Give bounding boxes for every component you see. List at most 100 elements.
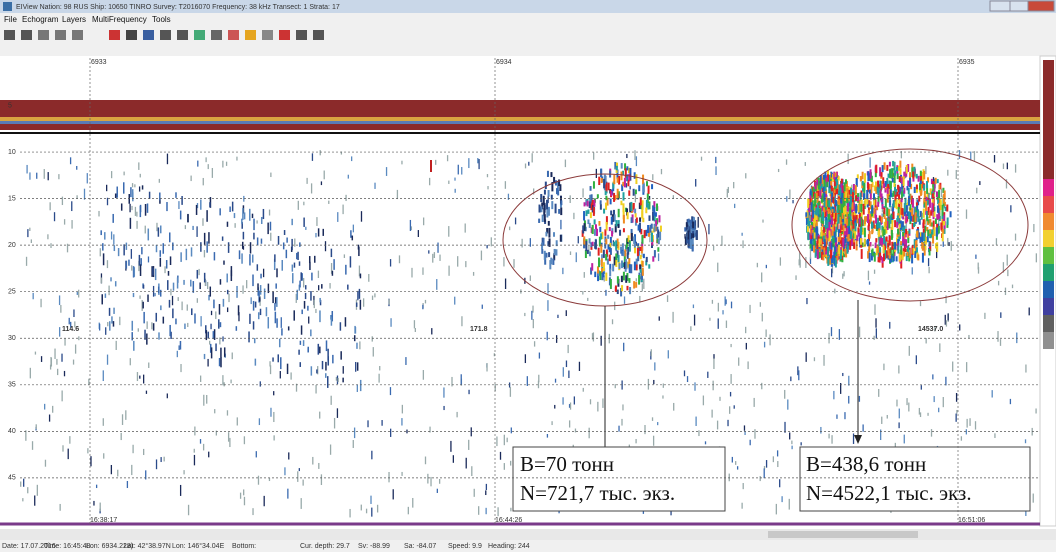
echo-trace bbox=[316, 369, 318, 373]
toolbar-button[interactable] bbox=[72, 30, 83, 40]
echo-trace bbox=[130, 218, 132, 229]
echo-trace bbox=[956, 393, 957, 402]
echo-trace bbox=[621, 419, 622, 426]
menu-item[interactable]: Echogram bbox=[22, 15, 59, 24]
echo-trace bbox=[207, 359, 208, 367]
echo-trace bbox=[593, 207, 595, 216]
echo-trace bbox=[823, 355, 824, 366]
echo-trace bbox=[190, 280, 192, 287]
scroll-thumb[interactable] bbox=[768, 531, 918, 538]
toolbar-button[interactable] bbox=[211, 30, 222, 40]
echo-trace bbox=[907, 211, 909, 216]
echo-trace bbox=[615, 287, 617, 292]
maximize-button[interactable] bbox=[1010, 1, 1028, 11]
echo-trace bbox=[219, 358, 221, 366]
echo-trace bbox=[626, 166, 628, 170]
echo-trace bbox=[815, 182, 817, 189]
echo-trace bbox=[101, 278, 102, 284]
echo-trace bbox=[875, 318, 876, 327]
minimize-button[interactable] bbox=[990, 1, 1010, 11]
echo-trace bbox=[898, 166, 900, 171]
echo-trace bbox=[927, 413, 928, 416]
echo-trace bbox=[846, 249, 848, 254]
color-scale-step bbox=[1043, 213, 1054, 230]
echo-trace bbox=[132, 183, 133, 187]
echo-trace bbox=[263, 269, 264, 277]
screen: EIView Nation: 98 RUS Ship: 10650 TINRO … bbox=[0, 0, 1056, 552]
echo-trace bbox=[846, 198, 848, 203]
echo-trace bbox=[159, 193, 161, 201]
echo-trace bbox=[722, 310, 723, 314]
toolbar-button[interactable] bbox=[177, 30, 188, 40]
echo-trace bbox=[481, 251, 482, 261]
echo-trace bbox=[1000, 312, 1001, 318]
toolbar-button[interactable] bbox=[296, 30, 307, 40]
echo-trace bbox=[87, 448, 88, 453]
echo-trace bbox=[169, 232, 171, 242]
toolbar-button[interactable] bbox=[228, 30, 239, 40]
echo-trace bbox=[319, 298, 321, 302]
echo-trace bbox=[919, 408, 920, 415]
menu-item[interactable]: MultiFrequency bbox=[92, 15, 147, 24]
toolbar-button[interactable] bbox=[4, 30, 15, 40]
echo-trace bbox=[934, 211, 936, 217]
toolbar-button[interactable] bbox=[194, 30, 205, 40]
menu-item[interactable]: Tools bbox=[152, 15, 171, 24]
toolbar-button[interactable] bbox=[55, 30, 66, 40]
echo-trace bbox=[68, 449, 69, 459]
toolbar-button[interactable] bbox=[279, 30, 290, 40]
echo-trace bbox=[849, 206, 851, 214]
echo-trace bbox=[500, 452, 501, 460]
toolbar-button[interactable] bbox=[38, 30, 49, 40]
toolbar-button[interactable] bbox=[160, 30, 171, 40]
echo-trace bbox=[612, 264, 614, 272]
echo-trace bbox=[357, 362, 359, 370]
echo-trace bbox=[548, 252, 550, 257]
echo-trace bbox=[618, 255, 620, 263]
toolbar-button[interactable] bbox=[262, 30, 273, 40]
echo-trace bbox=[288, 326, 290, 330]
echo-trace bbox=[826, 182, 828, 187]
echo-trace bbox=[585, 250, 587, 258]
echo-trace bbox=[911, 254, 913, 263]
echo-trace bbox=[841, 179, 843, 184]
toolbar-button[interactable] bbox=[21, 30, 32, 40]
toolbar-button[interactable] bbox=[126, 30, 137, 40]
echo-trace bbox=[850, 188, 852, 195]
echo-trace bbox=[606, 222, 608, 231]
echo-trace bbox=[264, 288, 266, 298]
toolbar-button[interactable] bbox=[109, 30, 120, 40]
echo-trace bbox=[62, 445, 63, 451]
echo-trace bbox=[547, 332, 548, 341]
echo-trace bbox=[431, 328, 432, 334]
toolbar-button[interactable] bbox=[313, 30, 324, 40]
echo-trace bbox=[401, 418, 402, 425]
echo-trace bbox=[539, 353, 540, 359]
echo-trace bbox=[899, 409, 900, 419]
echo-trace bbox=[901, 208, 903, 215]
echo-trace bbox=[436, 279, 437, 290]
echo-trace bbox=[601, 258, 603, 266]
echo-trace bbox=[814, 201, 816, 207]
close-button[interactable] bbox=[1028, 1, 1054, 11]
toolbar-button[interactable] bbox=[245, 30, 256, 40]
echo-trace bbox=[539, 205, 541, 213]
echo-trace bbox=[610, 199, 612, 205]
toolbar-button[interactable] bbox=[143, 30, 154, 40]
echo-trace bbox=[814, 232, 816, 238]
echo-trace bbox=[618, 209, 620, 217]
echo-trace bbox=[810, 191, 812, 196]
color-scale-step bbox=[1043, 94, 1054, 111]
echo-trace bbox=[897, 173, 899, 179]
echo-trace bbox=[379, 366, 380, 370]
echo-trace bbox=[635, 190, 637, 195]
echo-trace bbox=[258, 476, 259, 485]
echo-trace bbox=[272, 357, 274, 361]
menu-item[interactable]: File bbox=[4, 15, 17, 24]
menu-item[interactable]: Layers bbox=[62, 15, 86, 24]
echo-trace bbox=[622, 404, 623, 410]
echo-trace bbox=[1033, 494, 1034, 503]
echo-trace bbox=[423, 370, 424, 380]
echo-trace bbox=[372, 336, 373, 341]
echo-trace bbox=[994, 155, 995, 163]
